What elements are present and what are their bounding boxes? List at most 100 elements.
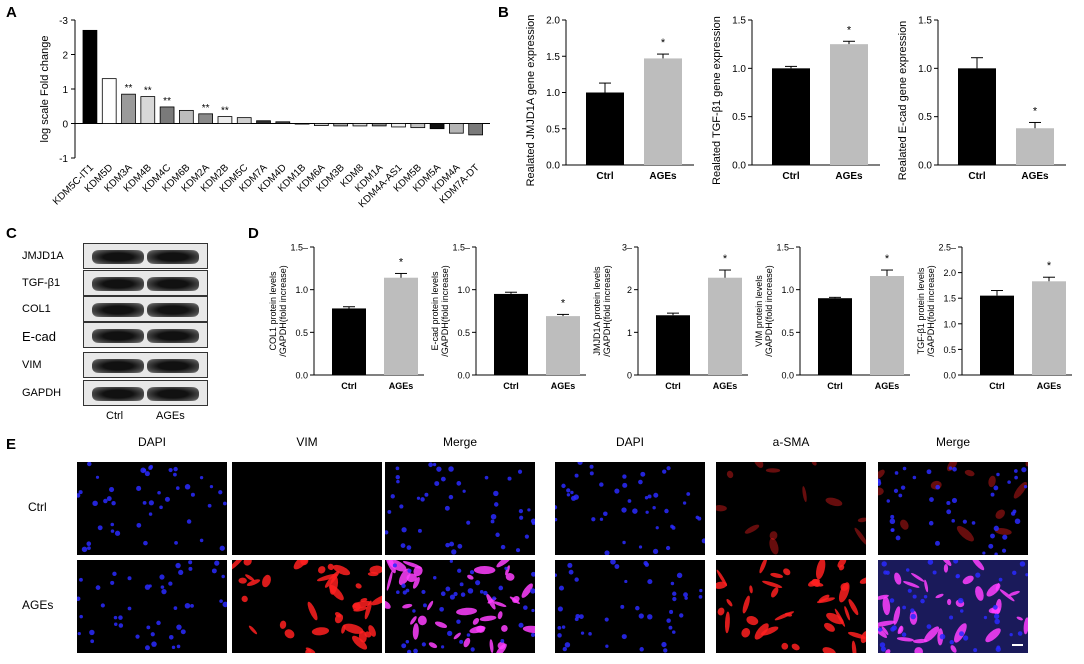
y-tick-label: 2.5– (938, 243, 956, 253)
nucleus (453, 591, 458, 597)
cell-process (505, 565, 510, 576)
cell-process (811, 462, 817, 466)
nucleus (632, 508, 638, 514)
nucleus (647, 579, 653, 585)
chart-d-tgfb1: 0.0 0.5 1.0 1.5 2.0 2.5– TGF-β1 protein levels… (916, 243, 1072, 391)
nucleus (432, 462, 437, 467)
nucleus (652, 548, 659, 555)
nucleus (108, 486, 115, 493)
nucleus (982, 551, 986, 555)
nucleus (110, 529, 115, 533)
cell-process (885, 649, 891, 653)
cell-process (746, 616, 759, 626)
cell-process (410, 616, 417, 625)
cell-process (741, 627, 751, 638)
nucleus (106, 496, 112, 502)
nucleus (971, 521, 976, 525)
y-axis-label-line2: /GAPDH(fold increase) (278, 265, 288, 357)
cell-process (385, 600, 391, 609)
panel-letter-a: A (6, 4, 17, 21)
nucleus (173, 606, 178, 610)
nucleus (1001, 548, 1007, 553)
nucleus (973, 648, 978, 653)
nucleus (589, 471, 594, 476)
nucleus (993, 485, 999, 491)
nucleus (86, 541, 92, 547)
nucleus (456, 619, 461, 624)
chart-d-ecad: 0.0 0.5 1.0 1.5– E-cad protein levels/GAPDH(… (430, 243, 586, 391)
if-row-label: Ctrl (28, 500, 47, 514)
cell-process (417, 615, 427, 626)
nucleus (178, 569, 184, 576)
micrograph-asma (716, 462, 866, 555)
micrograph-merge (878, 462, 1028, 555)
micrograph-dapi (77, 462, 227, 555)
nucleus (1025, 573, 1028, 577)
nucleus (683, 592, 688, 598)
cell-process (770, 572, 783, 578)
nucleus (87, 462, 92, 467)
bar (644, 58, 682, 165)
nucleus (891, 625, 897, 631)
nucleus (653, 492, 659, 498)
nucleus (449, 560, 453, 563)
cell-process (824, 622, 835, 632)
blot-strip (83, 352, 208, 378)
nucleus (164, 496, 170, 502)
bar (429, 123, 445, 130)
nucleus (157, 490, 161, 495)
nucleus (614, 488, 620, 494)
y-tick-label: 1 (62, 85, 68, 96)
nucleus (413, 648, 418, 653)
bar (1016, 128, 1054, 165)
bar (818, 298, 852, 375)
nucleus (963, 635, 969, 641)
nucleus (401, 527, 407, 533)
nucleus (983, 615, 988, 620)
nucleus (77, 596, 81, 602)
y-tick-label: 1.0 (457, 285, 470, 295)
cell-process (388, 560, 407, 572)
nucleus (390, 494, 395, 499)
nucleus (483, 590, 488, 596)
cell-process (769, 537, 779, 555)
significance-label: ** (125, 83, 133, 94)
cell-process (851, 640, 857, 653)
cell-process (844, 606, 850, 621)
nucleus (638, 545, 643, 549)
y-tick-label: 1.5 (918, 16, 932, 27)
nucleus (1010, 511, 1016, 516)
cell-process (759, 560, 768, 574)
blot-band (92, 250, 144, 264)
micrograph-dapi (555, 560, 705, 653)
cell-process (1025, 462, 1028, 467)
cell-process (521, 583, 533, 598)
nucleus (77, 631, 81, 636)
nucleus (466, 520, 471, 525)
nucleus (467, 588, 474, 594)
significance-label: ** (144, 86, 152, 97)
nucleus (530, 588, 535, 594)
cell-process (341, 624, 346, 634)
nucleus (396, 479, 400, 484)
y-axis-label: E-cad protein levels (430, 271, 440, 351)
nucleus (879, 642, 886, 648)
if-column-title: VIM (296, 435, 318, 449)
cell-process (279, 620, 287, 629)
cell-process (988, 475, 996, 488)
nucleus (111, 501, 116, 506)
nucleus (655, 526, 659, 530)
nucleus (143, 540, 148, 546)
cell-process (300, 560, 309, 566)
cell-process (467, 574, 474, 580)
nucleus (77, 493, 81, 498)
y-axis-label: log scale Fold change (39, 35, 51, 142)
cell-process (946, 462, 958, 472)
cell-process (368, 625, 376, 637)
nucleus (140, 467, 146, 474)
nucleus (558, 585, 565, 591)
nucleus (207, 503, 212, 508)
nucleus (176, 644, 181, 649)
nucleus (994, 618, 1000, 625)
blot-row-label: E-cad (22, 329, 56, 344)
